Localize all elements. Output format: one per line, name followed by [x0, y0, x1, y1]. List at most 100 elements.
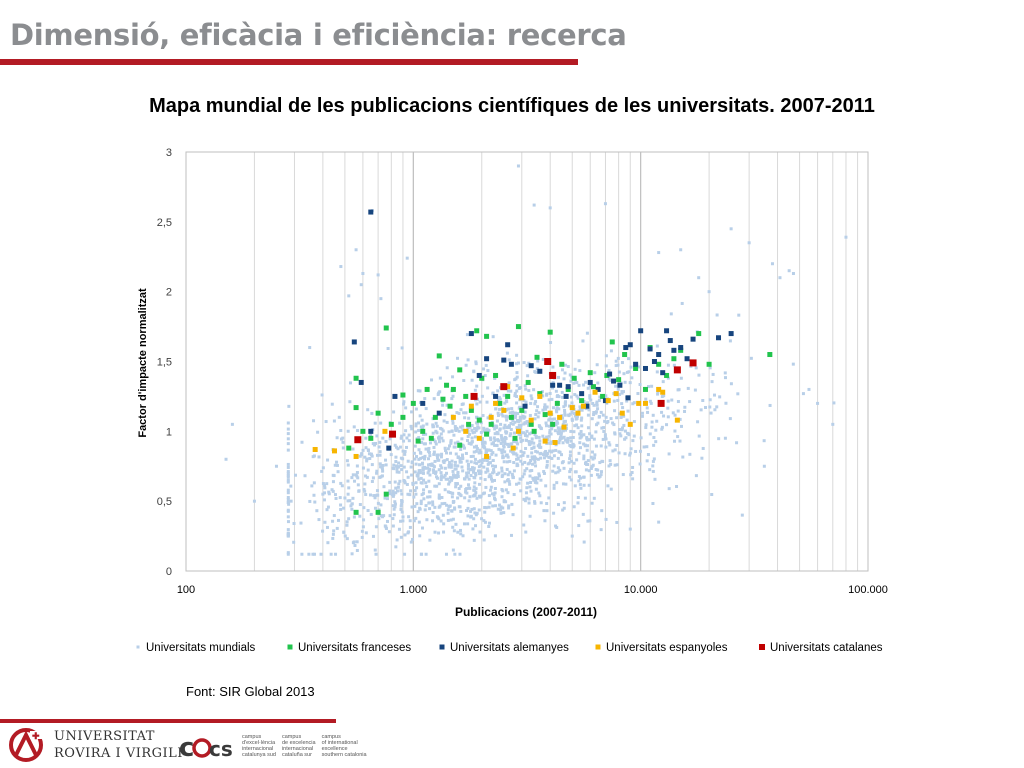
data-point [336, 470, 340, 474]
data-point [537, 491, 541, 495]
x-tick-label: 1.000 [400, 584, 428, 596]
data-point [666, 363, 670, 367]
data-point [472, 445, 476, 449]
data-point [455, 356, 459, 360]
data-point [349, 504, 353, 508]
data-point [536, 477, 540, 481]
data-point [701, 399, 705, 403]
data-point [430, 378, 434, 382]
data-point [549, 371, 557, 379]
data-point [579, 486, 583, 490]
data-point [562, 435, 566, 439]
data-point [604, 445, 608, 449]
data-point [471, 527, 475, 531]
data-point [368, 457, 372, 461]
data-point [515, 401, 519, 405]
data-point [533, 500, 537, 504]
data-point [666, 415, 670, 419]
data-point [441, 403, 445, 407]
data-point [474, 524, 478, 528]
data-point [646, 453, 650, 457]
data-point [433, 440, 437, 444]
data-point [286, 491, 290, 495]
data-point [545, 452, 549, 456]
data-point [568, 475, 572, 479]
data-point [404, 429, 408, 433]
data-point [587, 370, 593, 376]
data-point [360, 452, 364, 456]
data-point [452, 445, 456, 449]
data-point [371, 534, 375, 538]
data-point [550, 421, 556, 427]
data-point [697, 434, 701, 438]
data-point [289, 499, 293, 503]
data-point [530, 469, 534, 473]
data-point [467, 499, 471, 503]
data-point [426, 471, 430, 475]
data-point [724, 401, 728, 405]
data-point [402, 439, 406, 443]
data-point [413, 488, 417, 492]
data-point [585, 331, 589, 335]
data-point [609, 462, 613, 466]
data-point [335, 460, 339, 464]
footer-rule [0, 719, 336, 723]
data-point [428, 538, 432, 542]
data-point [499, 511, 503, 515]
data-point [497, 439, 501, 443]
data-point [620, 428, 624, 432]
data-point [396, 465, 400, 469]
data-point [592, 410, 596, 414]
data-point [458, 505, 462, 509]
data-point [289, 484, 293, 488]
data-point [511, 450, 515, 454]
data-point [556, 421, 560, 425]
data-point [472, 517, 476, 521]
data-point [565, 386, 571, 392]
data-point [572, 430, 576, 434]
data-point [356, 483, 360, 487]
data-point [505, 384, 511, 390]
data-point [638, 449, 642, 453]
y-tick-label: 0 [166, 566, 172, 578]
data-point [392, 410, 396, 414]
data-point [523, 433, 527, 437]
data-point [567, 461, 571, 465]
data-point [432, 452, 436, 456]
data-point [572, 505, 576, 509]
data-point [501, 448, 505, 452]
data-point [588, 394, 592, 398]
data-point [439, 519, 443, 523]
data-point [441, 429, 445, 433]
data-point [627, 370, 631, 374]
data-point [498, 397, 502, 401]
urv-line1: UNIVERSITAT [54, 729, 155, 744]
data-point [286, 437, 290, 441]
data-point [670, 398, 674, 402]
data-point [382, 514, 386, 518]
data-point [524, 400, 528, 404]
data-point [628, 453, 632, 457]
data-point [343, 534, 347, 538]
data-point [466, 421, 472, 427]
data-point [510, 407, 514, 411]
data-point [484, 506, 488, 510]
data-point [527, 442, 531, 446]
data-point [564, 482, 568, 486]
cei-text-col2: campus de excelencia internacional catal… [281, 734, 316, 758]
data-point [434, 470, 438, 474]
data-point [706, 361, 712, 367]
data-point [667, 338, 673, 344]
data-point [287, 404, 291, 408]
data-point [686, 386, 690, 390]
data-point [626, 357, 630, 361]
data-point [476, 421, 480, 425]
data-point [577, 359, 581, 363]
data-point [576, 495, 580, 499]
data-point [366, 448, 370, 452]
data-point [697, 373, 701, 377]
data-point [525, 364, 529, 368]
data-point [457, 411, 461, 415]
data-point [525, 379, 531, 385]
